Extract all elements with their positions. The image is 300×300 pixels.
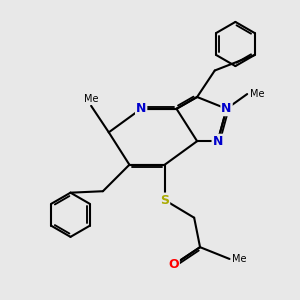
- Text: N: N: [212, 135, 223, 148]
- Text: N: N: [136, 102, 146, 115]
- Text: Me: Me: [250, 89, 265, 99]
- Text: Me: Me: [84, 94, 98, 104]
- Text: N: N: [221, 102, 232, 115]
- Text: S: S: [160, 194, 169, 207]
- Text: O: O: [168, 258, 179, 271]
- Text: Me: Me: [232, 254, 247, 264]
